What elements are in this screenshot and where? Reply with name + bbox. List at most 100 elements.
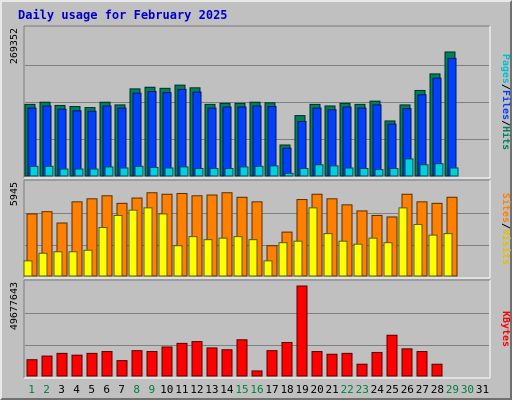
legend-separator: / <box>500 120 511 126</box>
chart-title: Daily usage for February 2025 <box>18 8 228 22</box>
visits-bar <box>188 236 198 277</box>
visits-bar <box>263 260 273 277</box>
files-bar <box>252 105 262 177</box>
legend-top: Pages/Files/Hits <box>500 54 512 150</box>
x-tick-label: 14 <box>220 383 234 396</box>
x-tick-label: 7 <box>118 383 125 396</box>
files-bar <box>342 106 352 177</box>
visits-bar <box>293 240 303 277</box>
kbytes-bar <box>176 342 188 377</box>
legend-bottom: KBytes <box>500 311 511 347</box>
visits-bar <box>398 207 408 277</box>
visits-bar <box>53 251 63 277</box>
files-bar <box>222 106 232 177</box>
pages-bar <box>29 165 39 177</box>
files-bar <box>447 57 457 177</box>
x-tick-label: 8 <box>133 383 140 396</box>
files-bar <box>417 94 427 177</box>
files-bar <box>27 107 37 177</box>
x-tick-label: 16 <box>250 383 263 396</box>
kbytes-bar <box>71 354 83 377</box>
x-tick-label: 23 <box>356 383 369 396</box>
files-bar <box>282 147 292 177</box>
kbytes-bar <box>386 334 398 377</box>
legend-separator: / <box>500 84 511 90</box>
pages-bar <box>179 166 189 177</box>
x-tick-label: 17 <box>265 383 278 396</box>
pages-bar <box>74 168 84 177</box>
pages-bar <box>239 166 249 177</box>
x-tick-label: 11 <box>175 383 188 396</box>
pages-bar <box>209 168 219 177</box>
x-tick-label: 25 <box>386 383 399 396</box>
kbytes-bar <box>311 351 323 377</box>
visits-bar <box>338 240 348 277</box>
x-tick-label: 10 <box>160 383 173 396</box>
visits-bar <box>98 227 108 277</box>
pages-bar <box>389 168 399 177</box>
x-tick-label: 27 <box>416 383 429 396</box>
pages-bar <box>194 168 204 177</box>
visits-bar <box>128 209 138 277</box>
kbytes-bar <box>101 351 113 377</box>
visits-bar <box>113 214 123 277</box>
pages-bar <box>269 165 279 177</box>
visits-bar <box>173 245 183 277</box>
pages-bar <box>449 167 459 177</box>
x-tick-label: 6 <box>103 383 110 396</box>
pages-bar <box>164 167 174 177</box>
kbytes-bar <box>206 347 218 377</box>
legend-item-files: Files <box>500 90 512 120</box>
files-bar <box>42 105 52 177</box>
pages-bar <box>254 165 264 177</box>
pages-bar <box>284 172 294 177</box>
kbytes-bar <box>191 341 203 377</box>
files-bar <box>102 105 112 177</box>
pages-bar <box>314 164 324 177</box>
x-tick-label: 29 <box>446 383 459 396</box>
files-bar <box>57 108 67 177</box>
kbytes-bar <box>371 351 383 377</box>
files-bar <box>162 92 172 177</box>
visits-bar <box>428 234 438 277</box>
x-tick-label: 15 <box>235 383 248 396</box>
pages-bar <box>359 168 369 177</box>
files-bar <box>432 77 442 177</box>
x-tick-label: 30 <box>461 383 474 396</box>
visits-bar <box>383 242 393 277</box>
pages-bar <box>149 166 159 177</box>
legend-item-kbytes: KBytes <box>500 311 511 347</box>
kbytes-bar <box>431 363 443 377</box>
x-tick-label: 3 <box>58 383 65 396</box>
x-tick-label: 9 <box>148 383 155 396</box>
x-tick-label: 21 <box>326 383 339 396</box>
visits-bar <box>233 236 243 277</box>
kbytes-bar <box>161 346 173 377</box>
pages-bar <box>419 164 429 177</box>
legend-item-sites: Sites <box>500 193 512 223</box>
legend-mid: Sites/Visits <box>500 193 512 265</box>
x-tick-label: 22 <box>341 383 354 396</box>
visits-bar <box>83 249 93 277</box>
y-max-label: 269352 <box>9 28 20 64</box>
kbytes-bar <box>131 350 143 377</box>
files-bar <box>72 110 82 177</box>
files-bar <box>192 91 202 177</box>
pages-bar <box>374 169 384 177</box>
kbytes-bar <box>416 351 428 377</box>
pages-bar <box>329 165 339 177</box>
kbytes-bar <box>326 353 338 377</box>
visits-bar <box>413 224 423 277</box>
files-bar <box>177 88 187 177</box>
visits-bar <box>368 237 378 277</box>
kbytes-bar <box>56 352 68 377</box>
x-tick-label: 28 <box>431 383 444 396</box>
pages-bar <box>134 165 144 177</box>
pages-bar <box>119 167 129 177</box>
pages-bar <box>224 168 234 177</box>
kbytes-bar <box>221 349 233 377</box>
kbytes-bar <box>116 360 128 377</box>
y-max-label: 49677643 <box>9 282 20 330</box>
x-tick-label: 4 <box>73 383 80 396</box>
